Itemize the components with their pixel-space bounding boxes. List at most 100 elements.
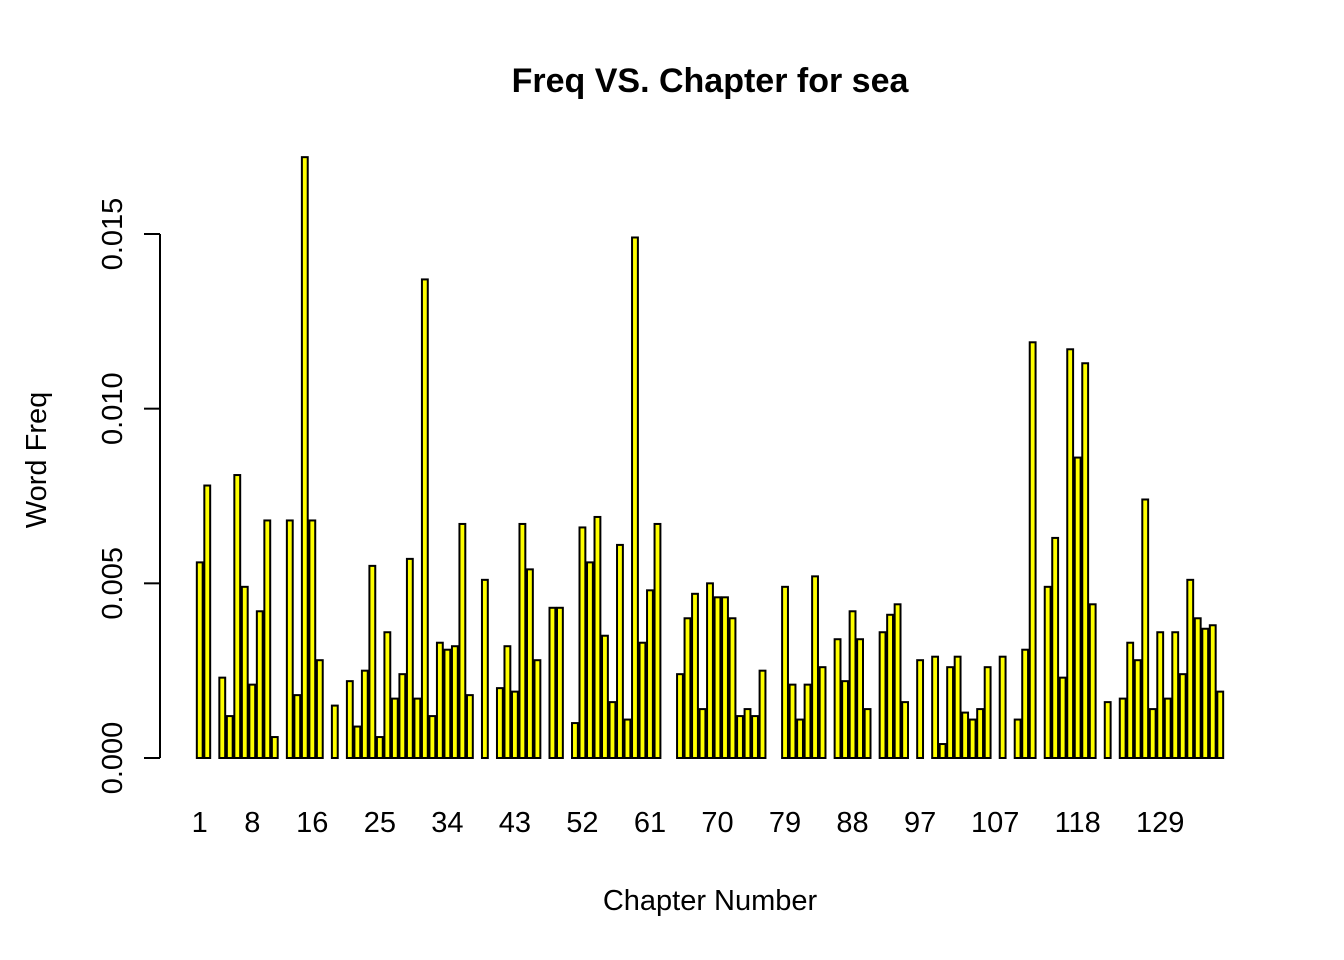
bars-group [195,156,1225,760]
bar-chapter-124 [1118,697,1127,759]
bar-chapter-43 [510,690,519,760]
bar-chapter-22 [353,725,362,759]
x-tick-label: 1 [192,807,208,839]
y-axis: 0.000 0.005 0.010 0.015 [97,198,161,794]
bar-chapter-72 [728,617,737,760]
x-tick-label: 61 [634,807,666,839]
bar-chapter-95 [901,701,910,759]
bar-chapter-60 [638,641,647,759]
bar-chapter-93 [886,613,895,760]
bar-chapter-21 [345,680,354,760]
bar-chapter-129 [1156,631,1165,759]
bar-chapter-14 [293,694,302,759]
y-tick-label: 0.015 [97,198,129,271]
bar-chapter-82 [803,683,812,760]
bar-chapter-86 [833,638,842,759]
bar-chapter-83 [811,575,819,759]
bar-chapter-114 [1043,585,1052,760]
bar-chapter-75 [751,715,759,760]
x-tick-label: 8 [244,807,260,839]
bar-chapter-54 [593,515,602,760]
bar-chapter-53 [586,561,594,759]
bar-chapter-111 [1021,648,1030,760]
bar-chapter-62 [653,522,662,760]
bar-chapter-132 [1178,673,1187,759]
bar-chapter-94 [893,603,902,759]
bar-chapter-44 [518,522,527,760]
x-tick-label: 88 [836,807,868,839]
bar-chapter-13 [285,519,294,760]
chart-title: Freq VS. Chapter for sea [512,62,910,100]
bar-chapter-137 [1216,690,1225,760]
bar-chapter-27 [390,697,399,759]
bar-chapter-122 [1103,701,1112,759]
x-tick-label: 34 [431,807,463,839]
bar-chapter-73 [736,715,744,760]
bar-chapter-11 [270,736,279,759]
bar-chapter-5 [225,715,234,760]
bar-chapter-65 [676,673,684,759]
bar-chapter-69 [706,582,714,760]
bar-chapter-102 [953,655,962,759]
bar-chapter-15 [300,156,309,759]
bar-chapter-55 [601,634,609,759]
bar-chapter-41 [495,687,504,760]
bar-chapter-34 [443,648,452,760]
bar-chapter-19 [330,704,339,759]
x-tick-label: 129 [1136,807,1184,839]
bar-chapter-74 [743,708,752,760]
bar-chapter-4 [218,676,227,760]
bar-chapter-136 [1208,624,1217,759]
bar-chapter-8 [248,683,257,760]
bar-chapter-49 [556,606,564,759]
bar-chapter-59 [631,236,639,760]
bar-chapter-90 [863,708,872,760]
bar-chapter-80 [788,683,797,760]
x-tick-label: 25 [364,807,396,839]
bar-chapter-120 [1088,603,1097,759]
y-axis-label: Word Freq [21,392,53,528]
bar-chapter-30 [413,697,422,759]
y-tick-label: 0.005 [97,547,129,620]
bar-chapter-88 [848,610,857,760]
bar-chapter-128 [1148,708,1157,760]
bar-chapter-26 [383,631,392,759]
bar-chapter-29 [405,557,414,759]
bar-chapter-37 [465,694,474,759]
bar-chapter-16 [308,519,317,760]
bar-chapter-126 [1133,659,1142,759]
x-tick-label: 70 [701,807,733,839]
bar-chapter-58 [623,718,632,760]
bar-chapter-103 [961,711,970,760]
x-tick-label: 52 [566,807,598,839]
bar-chapter-133 [1186,578,1195,760]
bar-chapter-104 [968,718,977,760]
bar-chapter-33 [435,641,444,759]
x-tick-label: 107 [971,807,1019,839]
bar-chapter-89 [856,638,865,759]
bar-chapter-45 [525,568,534,759]
bar-chapter-87 [841,680,849,760]
x-tick-label: 43 [499,807,531,839]
bar-chapter-51 [571,722,579,760]
bar-chapter-31 [420,278,429,759]
bar-chapter-115 [1051,536,1060,759]
bar-chapter-7 [240,585,249,760]
bar-chapter-46 [533,659,542,759]
x-tick-label: 16 [296,807,328,839]
bar-chapter-105 [976,708,985,760]
bar-chapter-17 [315,659,324,759]
bar-chapter-118 [1073,456,1082,759]
bar-chapter-106 [983,666,992,759]
bar-chapter-35 [450,645,459,760]
bar-chapter-101 [946,666,955,759]
bar-chapter-99 [931,655,940,759]
bar-chapter-100 [938,743,947,760]
bar-chapter-112 [1028,341,1037,759]
bar-chapter-56 [608,701,617,759]
bar-chapter-67 [691,592,699,759]
bar-chapter-117 [1066,348,1075,759]
bar-chapter-135 [1201,627,1210,759]
bar-chapter-1 [195,561,204,759]
